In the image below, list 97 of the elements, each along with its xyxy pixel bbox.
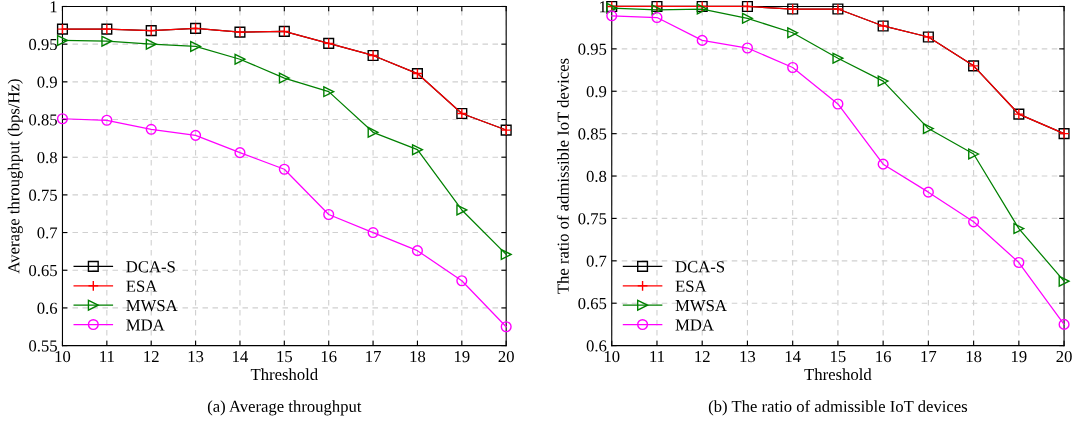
point	[651, 4, 663, 16]
point	[1058, 275, 1070, 287]
x-tick-label: 11	[100, 351, 114, 363]
point	[922, 186, 934, 198]
legend-label: MWSA	[126, 299, 178, 312]
x-tick-label: 18	[410, 350, 426, 363]
x-tick-label: 16	[321, 350, 337, 363]
point	[877, 75, 889, 87]
y-tick-label: 0.7	[37, 227, 58, 239]
point	[323, 208, 335, 221]
x-tick-label: 14	[233, 351, 249, 363]
x-tick-label: 17	[921, 351, 937, 363]
point	[278, 163, 290, 175]
x-tick-label: 20	[498, 350, 514, 363]
point	[832, 98, 844, 110]
point	[411, 144, 424, 156]
point	[190, 40, 202, 52]
point	[1013, 223, 1025, 235]
legend-label: MDA	[675, 319, 714, 331]
legend-label: ESA	[675, 280, 707, 292]
point	[145, 38, 157, 50]
point	[1058, 318, 1070, 330]
point	[234, 53, 246, 65]
point	[1013, 256, 1025, 269]
point	[877, 158, 889, 170]
x-tick-label: 13	[188, 350, 204, 363]
y-tick-label: 0.95	[578, 43, 607, 55]
point	[367, 227, 379, 239]
point	[651, 11, 663, 24]
point	[500, 248, 512, 260]
y-tick-label: 0.55	[29, 340, 57, 352]
point	[787, 61, 799, 74]
y-tick-label: 0.9	[586, 85, 607, 98]
x-tick-label: 18	[966, 350, 982, 363]
legend-label: DCA-S	[126, 261, 175, 273]
point	[787, 27, 799, 39]
x-tick-label: 11	[650, 351, 664, 363]
point	[56, 34, 69, 46]
y-tick-label: 0.8	[586, 170, 607, 183]
point	[56, 113, 69, 125]
x-tick-label: 15	[831, 351, 846, 363]
y-tick-label: 0.65	[29, 264, 57, 277]
point	[500, 321, 512, 333]
y-tick-label: 0.6	[586, 340, 607, 352]
y-tick-label: 0.95	[29, 38, 57, 51]
point	[606, 10, 618, 22]
y-axis-title: Average throughput (bps/Hz)	[7, 79, 23, 274]
y-tick-label: 0.85	[29, 114, 57, 126]
y-tick-label: 0.6	[37, 302, 58, 314]
point	[101, 114, 113, 126]
x-tick-label: 20	[1056, 350, 1072, 363]
x-tick-label: 19	[1011, 350, 1027, 363]
x-tick-label: 10	[55, 350, 71, 363]
y-tick-label: 1	[600, 1, 606, 13]
y-tick-label: 1	[50, 1, 57, 13]
point	[323, 86, 335, 98]
point	[411, 245, 424, 257]
y-tick-label: 0.75	[29, 189, 57, 201]
x-tick-label: 13	[740, 350, 756, 363]
x-tick-label: 12	[144, 350, 159, 363]
y-tick-label: 0.65	[578, 297, 607, 310]
legend-label: MDA	[126, 319, 165, 331]
y-tick-label: 0.7	[586, 255, 607, 267]
point	[190, 129, 202, 141]
point	[696, 34, 708, 46]
point	[456, 204, 468, 216]
x-tick-label: 17	[366, 351, 381, 363]
point	[101, 35, 113, 47]
x-tick-label: 10	[604, 350, 620, 363]
point	[832, 52, 844, 64]
y-tick-label: 0.8	[37, 151, 57, 164]
point	[145, 123, 157, 135]
y-tick-label: 0.9	[37, 76, 57, 88]
x-tick-label: 12	[695, 350, 710, 363]
x-axis-title: Threshold	[250, 368, 318, 381]
x-tick-label: 16	[876, 350, 891, 363]
x-axis-title: Threshold	[804, 368, 872, 381]
point	[278, 72, 290, 84]
text: (a) Average throughput	[207, 400, 362, 416]
point	[968, 148, 980, 160]
legend-label: DCA-S	[675, 261, 725, 273]
point	[741, 42, 753, 54]
y-tick-label: 0.75	[578, 213, 607, 225]
x-tick-label: 15	[277, 351, 293, 363]
legend-label: MWSA	[675, 299, 727, 312]
point	[234, 147, 246, 159]
point	[456, 275, 468, 287]
y-axis-title: The ratio of admissible IoT devices	[556, 58, 569, 294]
y-tick-label: 0.85	[578, 128, 607, 140]
x-tick-label: 14	[785, 351, 801, 363]
legend-label: ESA	[126, 280, 158, 292]
text: (b) The ratio of admissible IoT devices	[708, 400, 968, 416]
point	[367, 126, 379, 138]
point	[741, 12, 753, 24]
point	[968, 216, 980, 228]
x-tick-label: 19	[454, 350, 470, 363]
point	[922, 123, 934, 135]
